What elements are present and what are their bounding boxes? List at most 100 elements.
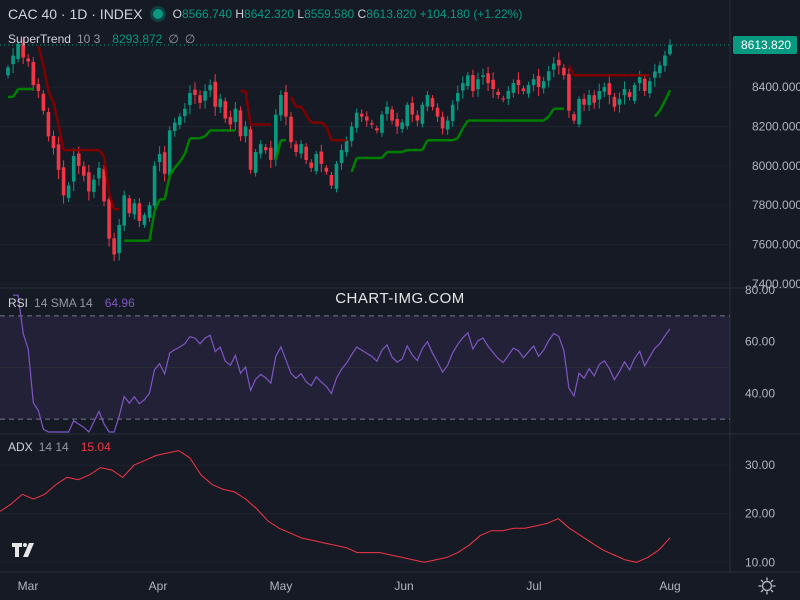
candle-body <box>294 144 298 153</box>
supertrend-label[interactable]: SuperTrend <box>8 32 71 46</box>
supertrend-params: 10 3 <box>76 32 101 46</box>
supertrend-line-segment <box>168 167 176 177</box>
candle-body <box>663 55 667 66</box>
supertrend-line-segment <box>153 198 161 212</box>
candle-body <box>536 76 541 88</box>
supertrend-line-segment <box>47 90 55 104</box>
supertrend-line-segment <box>57 124 65 151</box>
supertrend-line-segment <box>107 193 116 210</box>
adx-line <box>0 450 671 563</box>
settings-gear-icon[interactable] <box>758 577 776 595</box>
candle-body <box>167 130 172 176</box>
candle-body <box>309 162 314 168</box>
supertrend-line-segment <box>401 148 408 154</box>
supertrend-line-segment <box>658 100 667 112</box>
candle-body <box>279 94 283 116</box>
supertrend-line-segment <box>320 121 328 128</box>
candle-body <box>339 150 344 164</box>
supertrend-value: 8293.872 <box>112 32 163 46</box>
open-value: 8566.740 <box>181 7 232 21</box>
candle-body <box>491 79 495 90</box>
supertrend-line-segment <box>305 113 313 124</box>
last-price-tag <box>733 35 797 54</box>
candle-body <box>395 119 399 127</box>
supertrend-line-segment <box>300 106 308 116</box>
time-axis-label: Apr <box>149 579 168 593</box>
close-value: 8613.820 <box>366 7 417 21</box>
adx-tick-label: 20.00 <box>745 507 775 521</box>
rsi-legend: RSI 14 SMA 14 64.96 <box>8 296 135 310</box>
candle-body <box>172 122 177 132</box>
candle-body <box>82 166 86 176</box>
price-tick-label: 7800.000 <box>752 198 800 212</box>
candle-body <box>653 71 657 78</box>
eye-slash-icon[interactable]: ∅ <box>184 32 196 46</box>
candle-body <box>299 144 303 154</box>
candle-body <box>178 116 182 125</box>
candle-body <box>188 92 192 105</box>
rsi-label[interactable]: RSI <box>8 296 29 310</box>
candle-body <box>546 71 551 81</box>
symbol-title[interactable]: CAC 40 · 1D · INDEX <box>8 6 143 22</box>
supertrend-line-segment <box>37 45 45 66</box>
candle-body <box>127 198 132 214</box>
supertrend-line-segment <box>244 90 252 125</box>
candle-body <box>587 94 591 106</box>
supertrend-line-segment <box>653 109 661 118</box>
candle-body <box>466 75 470 86</box>
candle-body <box>289 116 293 143</box>
time-axis-label: Mar <box>18 579 39 593</box>
candle-body <box>557 59 561 66</box>
candle-body <box>218 98 223 108</box>
candle-body <box>425 94 430 107</box>
high-value: 8642.320 <box>244 7 295 21</box>
candle-body <box>66 185 71 198</box>
candle-body <box>41 93 46 111</box>
candle-body <box>258 144 263 154</box>
supertrend-line-segment <box>102 155 111 194</box>
candle-body <box>152 165 157 206</box>
candle-body <box>102 169 106 202</box>
candle-body <box>486 73 490 84</box>
candle-body <box>61 167 66 196</box>
rsi-tick-label: 60.00 <box>745 335 775 349</box>
time-axis-label: Jun <box>394 579 413 593</box>
candle-body <box>642 78 647 92</box>
supertrend-line-segment <box>663 89 672 102</box>
candle-body <box>632 85 637 101</box>
eye-slash-icon[interactable]: ∅ <box>168 32 179 46</box>
candle-body <box>208 85 212 91</box>
candle-body <box>183 108 187 117</box>
candle-body <box>248 129 253 170</box>
candle-body <box>450 104 455 121</box>
supertrend-line-segment <box>199 135 206 140</box>
price-tick-label: 8400.000 <box>752 80 800 94</box>
candle-body <box>617 98 622 105</box>
adx-label[interactable]: ADX <box>8 440 33 454</box>
candle-body <box>415 115 420 121</box>
supertrend-line-segment <box>289 96 298 108</box>
supertrend-line-segment <box>461 119 469 130</box>
low-value: 8559.580 <box>304 7 355 21</box>
candle-body <box>445 120 450 130</box>
candle-body <box>501 98 506 100</box>
candle-body <box>193 89 197 95</box>
supertrend-line-segment <box>178 153 186 163</box>
candle-body <box>243 126 248 137</box>
candle-body <box>597 91 602 100</box>
candle-body <box>253 152 258 173</box>
supertrend-line-segment <box>456 127 464 139</box>
candle-body <box>274 114 278 160</box>
candle-body <box>577 98 581 125</box>
candle-body <box>132 203 137 215</box>
supertrend-line-segment <box>547 108 555 118</box>
tradingview-logo-icon <box>12 543 34 557</box>
watermark: CHART-IMG.COM <box>335 290 465 307</box>
market-status-icon <box>152 9 163 19</box>
supertrend-line-segment <box>567 64 576 76</box>
supertrend-line-segment <box>98 149 105 157</box>
candle-body <box>526 85 531 94</box>
price-tick-label: 7400.000 <box>752 277 800 291</box>
candle-body <box>314 154 319 172</box>
